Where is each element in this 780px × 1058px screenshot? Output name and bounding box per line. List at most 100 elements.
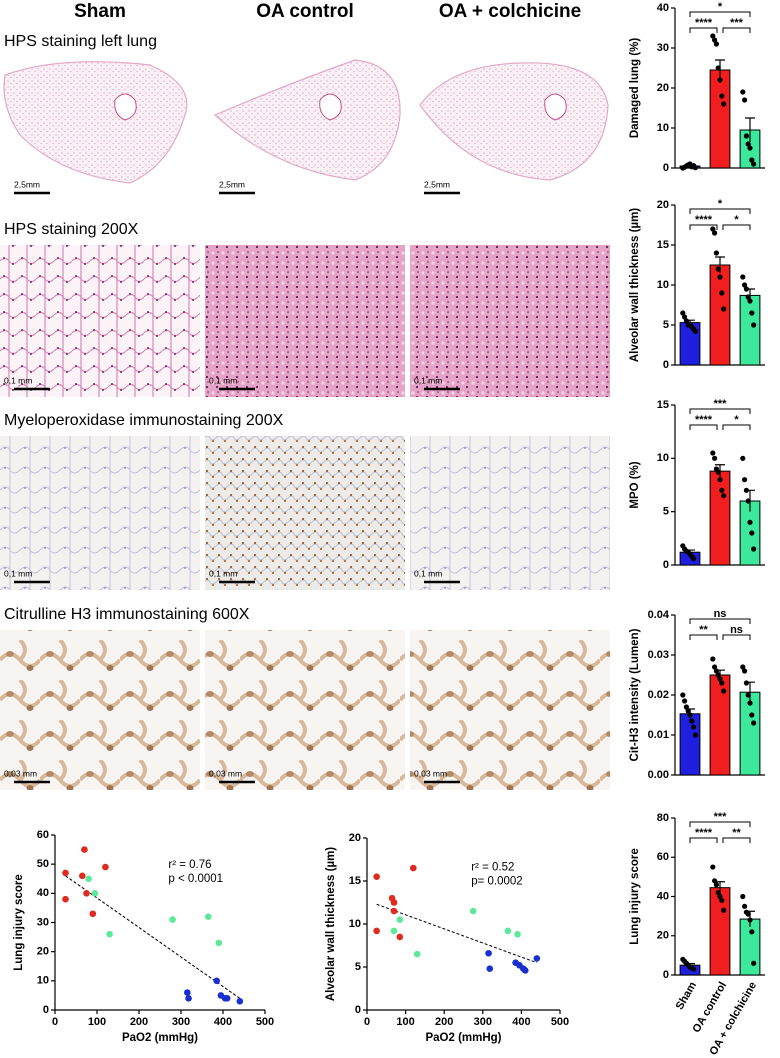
data-point: [691, 966, 697, 972]
data-point: [719, 487, 725, 493]
axes: [366, 838, 560, 1011]
micrograph: [0, 245, 200, 397]
data-point: [740, 274, 746, 280]
data-point: [745, 911, 751, 917]
y-tick-label: 20: [349, 832, 361, 844]
y-tick-label: 60: [657, 851, 669, 863]
axes: [674, 405, 765, 566]
y-tick-label: 20: [657, 82, 669, 94]
bar: [709, 470, 731, 566]
significance-bracket: [689, 208, 751, 214]
data-point: [740, 89, 746, 95]
y-axis-label: Alveolar wall thickness (µm): [325, 847, 337, 1001]
significance-bracket: [689, 224, 718, 230]
x-tick-label: 400: [512, 1016, 530, 1028]
data-point: [715, 889, 721, 896]
data-point: [504, 927, 512, 935]
data-point: [715, 266, 721, 272]
data-point: [91, 890, 99, 897]
axes: [674, 205, 765, 366]
y-tick-label: 0.02: [648, 689, 669, 701]
data-point: [710, 33, 716, 39]
y-tick-label: 40: [657, 890, 669, 902]
axes: [674, 818, 765, 976]
axes: [674, 615, 765, 776]
y-tick-label: 10: [37, 975, 49, 987]
data-point: [691, 556, 697, 562]
y-tick-label: 30: [657, 42, 669, 54]
significance-bracket: [689, 634, 718, 640]
bar: [679, 322, 701, 366]
scale-bar-label: 2,5mm: [219, 179, 245, 189]
data-point: [743, 133, 750, 139]
data-point: [685, 708, 691, 714]
x-tick-label: 300: [172, 1016, 190, 1028]
data-point: [717, 274, 723, 280]
axes: [54, 835, 265, 1011]
significance-label: ns: [730, 624, 743, 636]
y-axis-label: Lung injury score: [13, 874, 25, 971]
x-tick-label: 0: [364, 1016, 370, 1028]
significance-bracket: [722, 837, 751, 843]
error-bar: [745, 117, 755, 142]
data-point: [713, 250, 720, 256]
data-point: [717, 676, 723, 682]
y-tick-label: 30: [37, 916, 49, 928]
data-point: [683, 318, 690, 324]
column-header: Sham: [74, 1, 126, 22]
bar: [709, 674, 731, 776]
significance-label: ****: [695, 17, 713, 29]
lung-section: [419, 62, 609, 181]
significance-bracket: [722, 634, 751, 640]
significance-bracket: [722, 424, 751, 430]
significance-bracket: [689, 11, 751, 17]
scale-bar-label: 0,1 mm: [4, 568, 32, 578]
data-point: [751, 720, 757, 726]
data-point: [680, 692, 686, 698]
data-point: [715, 469, 721, 475]
data-point: [692, 165, 699, 171]
scale-bar-label: 0,03 mm: [414, 768, 447, 778]
data-point: [749, 157, 755, 163]
scale-bar-label: 0,03 mm: [4, 768, 37, 778]
data-point: [740, 664, 746, 670]
data-point: [745, 294, 751, 300]
row-label: HPS staining left lung: [4, 33, 157, 50]
data-point: [751, 322, 757, 328]
data-point: [712, 37, 718, 43]
x-tick-label: 300: [474, 1016, 492, 1028]
data-point: [749, 530, 755, 536]
data-point: [390, 899, 398, 906]
data-point: [689, 718, 695, 724]
data-point: [713, 668, 720, 674]
lung-section: [213, 59, 401, 181]
micrograph: [0, 436, 200, 590]
x-tick-label: 200: [435, 1016, 453, 1028]
data-point: [373, 927, 380, 935]
x-tick-label: 500: [551, 1016, 569, 1028]
y-tick-label: 0: [663, 162, 669, 174]
data-point: [747, 700, 753, 706]
data-point: [719, 93, 725, 99]
data-point: [410, 864, 417, 872]
micrograph: [205, 245, 405, 397]
y-tick-label: 40: [657, 2, 669, 14]
data-point: [83, 890, 90, 897]
data-point: [185, 995, 192, 1002]
data-point: [85, 875, 92, 883]
data-point: [742, 97, 748, 103]
data-point: [719, 680, 725, 686]
data-point: [710, 864, 716, 870]
y-axis-label: Lung injury score: [629, 848, 641, 945]
scale-bar-label: 0,1 mm: [414, 568, 442, 578]
data-point: [717, 893, 723, 900]
significance-label: ****: [695, 214, 713, 226]
y-tick-label: 5: [355, 961, 361, 973]
significance-label: ***: [730, 17, 744, 29]
data-point: [102, 863, 109, 871]
y-tick-label: 15: [657, 239, 669, 251]
x-axis-label: PaO2 (mmHg): [425, 1032, 501, 1044]
data-point: [712, 230, 718, 236]
scale-bar-label: 0,1 mm: [4, 375, 32, 385]
